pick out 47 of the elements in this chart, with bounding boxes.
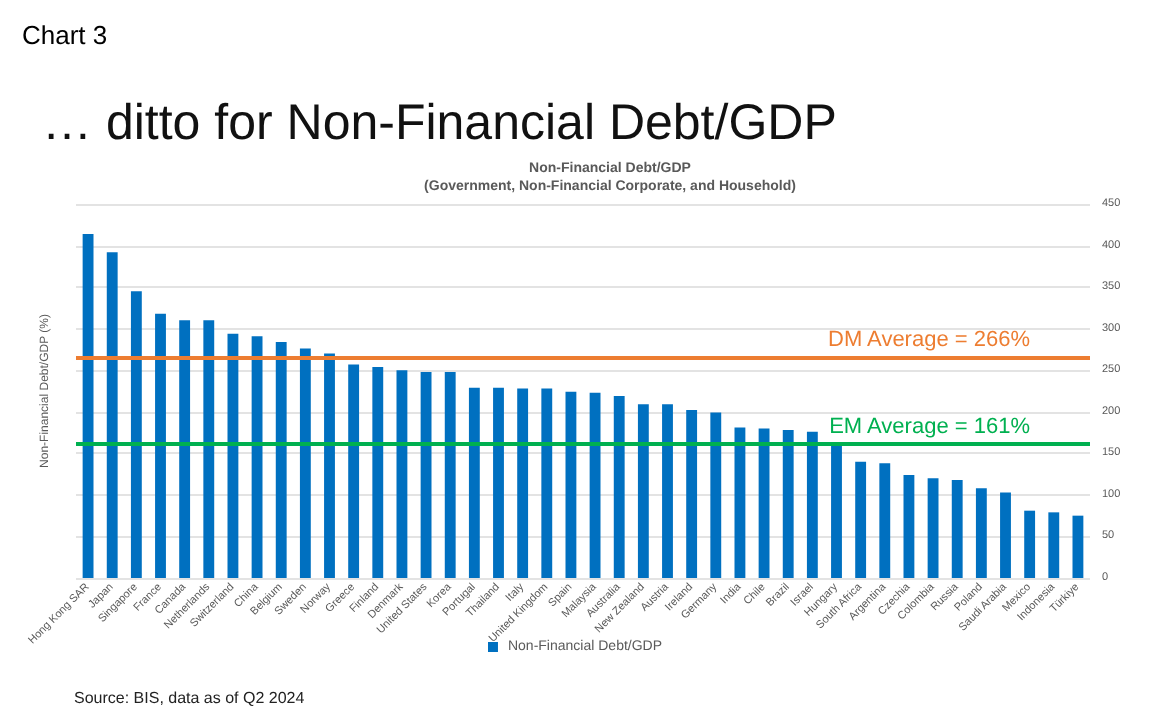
bar xyxy=(541,388,553,578)
bar xyxy=(662,404,673,578)
bar xyxy=(879,463,891,578)
bar xyxy=(324,353,335,578)
bar xyxy=(468,387,480,578)
bar xyxy=(613,395,625,578)
bar xyxy=(130,291,142,578)
bar xyxy=(1048,512,1060,578)
bar xyxy=(589,392,601,578)
bar xyxy=(517,388,529,578)
bar xyxy=(758,428,770,578)
bar xyxy=(420,371,432,578)
bar xyxy=(396,370,408,578)
ref-line-label: EM Average = 161% xyxy=(829,415,1031,440)
bar xyxy=(1000,492,1011,578)
bar xyxy=(806,431,818,578)
bar xyxy=(82,233,94,578)
bar xyxy=(106,252,118,578)
bar xyxy=(299,348,311,578)
bar xyxy=(855,461,867,578)
bar xyxy=(565,391,577,578)
bar xyxy=(1072,515,1084,578)
bar xyxy=(203,320,215,578)
bar xyxy=(637,404,649,578)
bar xyxy=(975,488,987,578)
bar xyxy=(251,336,263,578)
bar xyxy=(927,478,939,578)
caption: Chart 3 xyxy=(22,20,108,50)
source-note: Source: BIS, data as of Q2 2024 xyxy=(74,689,306,707)
bar xyxy=(372,366,384,578)
ref-line-label: DM Average = 266% xyxy=(828,327,1031,352)
bar xyxy=(227,333,239,578)
bar xyxy=(493,387,504,578)
bar xyxy=(155,313,166,578)
bar xyxy=(1024,510,1036,578)
bar xyxy=(444,371,456,578)
bar xyxy=(734,427,746,578)
bar xyxy=(686,410,698,578)
bar xyxy=(951,479,963,578)
text: … ditto for Non-Financial Debt/GDP xyxy=(42,95,837,151)
bar xyxy=(348,364,360,578)
bar xyxy=(275,341,287,578)
bar xyxy=(710,412,722,578)
bar xyxy=(831,443,842,578)
bar xyxy=(179,320,191,578)
bar xyxy=(782,430,794,578)
bar xyxy=(903,474,915,578)
